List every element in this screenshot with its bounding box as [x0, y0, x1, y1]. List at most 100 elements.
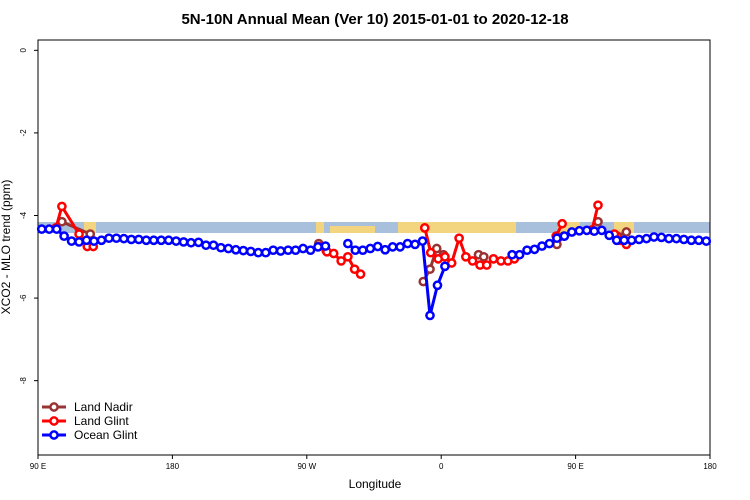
data-point [552, 233, 562, 244]
data-point [223, 243, 234, 254]
data-point [604, 230, 615, 241]
data-point [57, 201, 67, 212]
x-tick-label: 180 [703, 462, 717, 471]
data-point [186, 237, 196, 248]
data-point [365, 243, 376, 254]
data-point [104, 233, 114, 244]
data-point [290, 245, 301, 256]
data-point [133, 234, 144, 245]
data-point [313, 242, 323, 252]
legend-label: Ocean Glint [74, 428, 138, 442]
data-point [350, 245, 361, 256]
data-point [488, 254, 499, 264]
y-tick-label: -8 [19, 377, 28, 385]
data-point [481, 260, 492, 270]
data-point [336, 256, 346, 266]
data-point [328, 248, 339, 259]
legend-marker [49, 416, 59, 426]
x-axis-label: Longitude [349, 477, 402, 491]
data-point [467, 256, 478, 266]
data-point [36, 224, 47, 234]
legend-marker [49, 402, 59, 412]
y-tick-label: -6 [19, 294, 28, 302]
data-point [522, 245, 532, 256]
data-point [372, 241, 383, 252]
data-point [387, 242, 398, 252]
data-point [440, 261, 450, 272]
data-point [178, 237, 189, 247]
data-point [111, 233, 122, 244]
data-point [626, 235, 637, 246]
legend-marker [49, 430, 59, 440]
data-point [621, 227, 632, 237]
data-point [440, 251, 450, 262]
chart-title: 5N-10N Annual Mean (Ver 10) 2015-01-01 t… [181, 11, 568, 28]
data-point [574, 225, 585, 236]
data-point [119, 233, 129, 244]
data-point [51, 224, 62, 234]
data-point [514, 249, 525, 260]
data-point [634, 234, 644, 245]
x-tick-label: 0 [439, 462, 444, 471]
x-tick-label: 90 E [567, 462, 583, 471]
data-point [454, 233, 464, 244]
data-point [460, 251, 471, 262]
data-point [343, 251, 353, 262]
data-point [231, 244, 241, 255]
data-point [693, 235, 704, 246]
data-point [193, 237, 204, 248]
data-point [66, 236, 77, 246]
data-point [656, 232, 667, 243]
data-point [664, 233, 674, 244]
data-point [305, 245, 316, 256]
data-point [201, 240, 211, 251]
data-point [557, 218, 568, 229]
data-point [59, 231, 69, 241]
data-point [74, 237, 84, 247]
y-axis-label: XCO2 - MLO trend (ppm) [0, 180, 13, 315]
data-point [275, 246, 286, 256]
data-point [425, 247, 436, 258]
data-point [641, 233, 652, 244]
data-point [141, 235, 152, 246]
data-point [649, 232, 659, 242]
data-point [96, 235, 107, 246]
plot-frame [37, 39, 711, 456]
y-tick-label: -4 [19, 211, 28, 219]
data-point [402, 238, 413, 249]
data-point [343, 238, 353, 249]
data-point [260, 247, 271, 258]
data-point [156, 235, 167, 246]
data-point [253, 247, 264, 258]
data-point [679, 234, 689, 245]
data-point [148, 235, 159, 246]
legend-label: Land Nadir [74, 400, 133, 414]
x-tick-label: 90 E [30, 462, 46, 471]
data-point [238, 245, 249, 256]
data-point [410, 239, 420, 250]
data-point [593, 200, 603, 211]
data-point [89, 236, 99, 246]
data-point [298, 243, 308, 254]
data-point [417, 236, 428, 246]
data-point [283, 245, 293, 256]
y-tick-label: 0 [19, 48, 28, 53]
data-point [126, 234, 137, 245]
data-point [537, 241, 547, 251]
data-point [425, 310, 435, 321]
data-point [589, 226, 600, 237]
data-point [216, 242, 226, 253]
data-point [357, 245, 368, 256]
x-tick-label: 90 W [297, 462, 316, 471]
data-point [686, 235, 697, 246]
data-point [478, 251, 489, 262]
x-tick-label: 180 [166, 462, 180, 471]
data-point [395, 242, 405, 252]
data-point [619, 235, 629, 246]
data-point [245, 246, 256, 257]
data-point [268, 245, 279, 256]
data-point [320, 241, 331, 251]
data-point [208, 240, 219, 251]
data-point [559, 231, 570, 241]
